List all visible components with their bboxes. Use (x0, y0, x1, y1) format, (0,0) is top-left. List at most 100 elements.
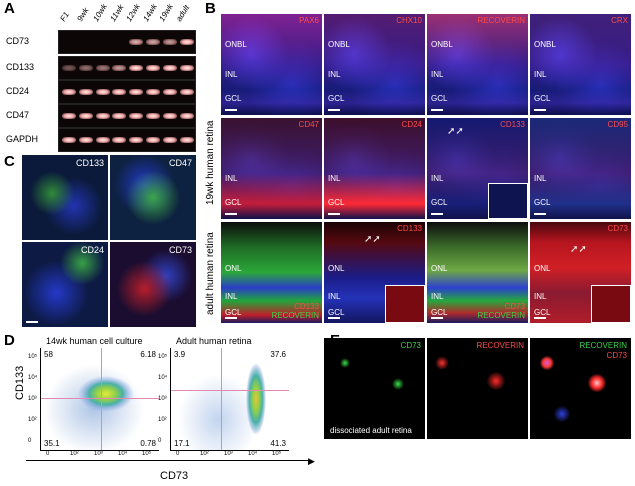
flow-xlabel: CD73 (160, 470, 189, 482)
layer-label: INL (534, 70, 547, 79)
layer-label: INL (431, 292, 444, 301)
y-tick-label: 10⁴ (28, 375, 38, 381)
retina-image: CD47 INL GCL (221, 118, 322, 219)
marker-label: CD73 (606, 351, 627, 360)
marker-label: CD73 (400, 341, 421, 350)
gel-band (62, 89, 76, 95)
quadrant-percent: 6.18 (140, 350, 156, 359)
marker-label: CD24 (80, 245, 104, 255)
marker-label: CD95 (607, 120, 628, 129)
gel-row-label: CD73 (6, 36, 30, 46)
flow-plot-title: 14wk human cell culture (46, 336, 143, 346)
scale-bar (328, 213, 340, 215)
cell-dot (540, 356, 554, 370)
retina-image: CD133 INL GCL ➚➚ (427, 118, 528, 219)
gel-band (162, 113, 177, 119)
marker-label: CD133 (75, 158, 104, 168)
marker-label: CD47 (298, 120, 319, 129)
cell-dot (487, 372, 505, 390)
quadrant-percent: 17.1 (174, 439, 190, 448)
gel-strip (58, 30, 196, 54)
gel-band (62, 113, 76, 119)
gate-line-vertical (221, 348, 222, 450)
y-tick-label: 10⁴ (158, 375, 168, 381)
layer-label: INL (534, 174, 547, 183)
gel-band (129, 65, 144, 71)
y-tick-label: 0 (158, 438, 162, 444)
cell-image: RECOVERIN CD73 (530, 338, 631, 439)
layer-label: GCL (534, 198, 551, 207)
panel-label-a: A (4, 0, 15, 17)
x-tick-label: 10² (200, 451, 209, 457)
gel-band (179, 89, 194, 95)
cell-dot (588, 374, 606, 392)
inset-box (488, 183, 528, 219)
scale-bar (534, 109, 546, 111)
gel-band (95, 113, 110, 119)
gel-lane-label: 14wk (140, 2, 159, 23)
gel-band (146, 137, 160, 143)
layer-label: INL (225, 292, 238, 301)
layer-label: INL (431, 70, 444, 79)
panel-label-d: D (4, 332, 15, 349)
gel-band (162, 89, 177, 95)
layer-label: ONBL (431, 40, 453, 49)
layer-label: INL (328, 174, 341, 183)
gel-band (62, 65, 76, 71)
cell-dot (392, 378, 404, 390)
flow-ylabel: CD133 (14, 365, 26, 400)
arrow-icon: ➚➚ (364, 234, 381, 245)
gel-strip (58, 104, 196, 128)
gel-band (129, 137, 144, 143)
layer-label: INL (225, 70, 238, 79)
y-tick-label: 10² (158, 417, 167, 423)
gel-band (78, 65, 93, 71)
side-label-19wk: 19wk human retina (205, 120, 216, 206)
layer-label: GCL (225, 198, 242, 207)
culture-image: CD24 (22, 242, 108, 327)
scale-bar (431, 213, 443, 215)
retina-image: ONL INL GCL CD73 RECOVERIN (427, 222, 528, 323)
y-tick-label: 10⁵ (28, 354, 38, 360)
layer-label: INL (431, 174, 444, 183)
layer-label: INL (328, 70, 341, 79)
gel-lane-label: 11wk (107, 2, 126, 23)
gel-band (78, 89, 93, 95)
retina-image: CD24 INL GCL (324, 118, 425, 219)
retina-image: CD133 ONL INL GCL ➚➚ (324, 222, 425, 323)
y-tick-label: 10³ (158, 396, 167, 402)
gel-lane-label: F1 (58, 10, 71, 23)
gel-band (112, 89, 127, 95)
gate-line-horizontal (41, 398, 159, 399)
gel-band (129, 39, 144, 45)
layer-label: GCL (225, 94, 242, 103)
gel-row-label: CD47 (6, 110, 30, 120)
marker-label: RECOVERIN (579, 341, 627, 350)
quadrant-percent: 41.3 (270, 439, 286, 448)
cell-image: CD73 dissociated adult retina (324, 338, 425, 439)
gel-lane-label: adult (173, 3, 191, 23)
gel-band (112, 113, 127, 119)
inset-box (591, 285, 631, 323)
gel-strip (58, 56, 196, 80)
scale-bar (534, 317, 546, 319)
marker-label: CD47 (168, 158, 192, 168)
gel-band (146, 65, 160, 71)
gel-band (95, 65, 110, 71)
layer-label: GCL (431, 198, 448, 207)
quadrant-percent: 37.6 (270, 350, 286, 359)
layer-label: ONL (328, 264, 345, 273)
x-tick-label: 0 (176, 451, 180, 457)
layer-label: GCL (534, 308, 551, 317)
x-tick-label: 0 (46, 451, 50, 457)
scale-bar (431, 317, 443, 319)
scale-bar (534, 213, 546, 215)
gel-row-label: CD24 (6, 86, 30, 96)
flow-x-arrow-line (26, 460, 310, 461)
y-tick-label: 10³ (28, 396, 37, 402)
gel-band (179, 113, 194, 119)
panel-label-b: B (205, 0, 216, 17)
culture-image: CD133 (22, 155, 108, 240)
quadrant-percent: 58 (44, 350, 53, 359)
retina-image: CD73 ONL INL GCL ➚➚ (530, 222, 631, 323)
